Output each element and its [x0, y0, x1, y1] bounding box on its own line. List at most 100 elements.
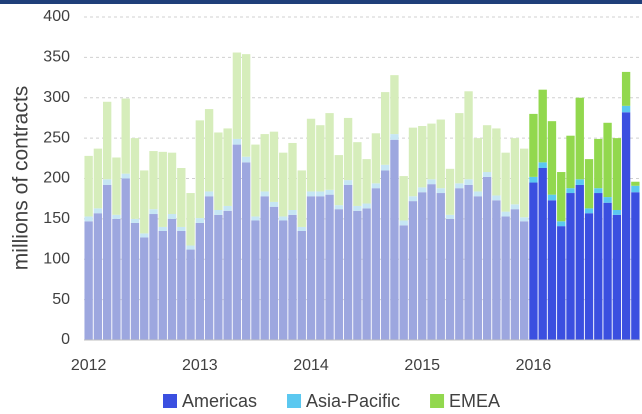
- bar-segment: [140, 237, 149, 340]
- bar-segment: [260, 191, 269, 197]
- bar-segment: [204, 191, 214, 197]
- bar-segment: [631, 192, 640, 340]
- bar-segment: [112, 218, 121, 340]
- bar-segment: [492, 128, 501, 196]
- bar-segment: [575, 179, 584, 185]
- y-tick-label: 150: [43, 210, 70, 227]
- bar-segment: [538, 162, 547, 169]
- bar-segment: [566, 135, 575, 189]
- bar-segment: [594, 193, 603, 340]
- bar-segment: [362, 208, 371, 340]
- bar-segment: [204, 196, 214, 340]
- x-tick-label: 2013: [182, 357, 218, 374]
- bar-segment: [93, 208, 103, 214]
- bar-segment: [232, 144, 242, 340]
- legend-swatch: [287, 394, 302, 408]
- bar-segment: [195, 222, 205, 340]
- bar-segment: [269, 201, 279, 207]
- bar-segment: [93, 148, 103, 209]
- legend-label: EMEA: [449, 391, 500, 411]
- bar-segment: [269, 131, 279, 202]
- bar-segment: [436, 193, 445, 340]
- legend-swatch: [430, 394, 445, 408]
- bar-segment: [130, 138, 140, 219]
- bar-segment: [575, 184, 584, 340]
- bar-segment: [529, 182, 538, 340]
- bar-segment: [519, 221, 529, 340]
- bar-segment: [501, 216, 510, 340]
- bar-segment: [603, 202, 612, 340]
- bar-segment: [547, 194, 557, 201]
- bar-segment: [279, 152, 288, 217]
- bar-segment: [399, 220, 408, 226]
- bar-segment: [529, 176, 538, 183]
- bar-segment: [343, 117, 353, 181]
- bar-segment: [418, 126, 427, 188]
- bar-segment: [343, 180, 353, 185]
- bar-segment: [399, 176, 408, 221]
- bar-segment: [427, 123, 436, 180]
- bar-segment: [232, 138, 242, 145]
- bar-segment: [186, 193, 195, 246]
- bar-segment: [93, 213, 103, 340]
- bar-segment: [269, 206, 279, 340]
- bar-segment: [112, 214, 121, 219]
- bar-segment: [260, 134, 269, 192]
- bar-segment: [251, 144, 260, 217]
- bar-segment: [241, 162, 251, 340]
- bar-segment: [501, 152, 510, 212]
- bar-segment: [492, 195, 501, 201]
- bar-segment: [297, 226, 306, 231]
- bar-segment: [371, 133, 381, 184]
- bar-segment: [223, 205, 232, 211]
- legend-swatch: [163, 394, 177, 408]
- bar-segment: [130, 222, 140, 340]
- bar-segment: [149, 209, 158, 215]
- bar-segment: [325, 113, 334, 190]
- bar-segment: [251, 216, 260, 221]
- y-tick-label: 250: [43, 129, 70, 146]
- bar-segment: [584, 213, 594, 340]
- bar-segment: [353, 142, 362, 206]
- bar-segment: [362, 203, 371, 209]
- bar-segment: [121, 98, 130, 174]
- bar-segment: [204, 109, 214, 192]
- bar-segment: [445, 168, 455, 215]
- bar-segment: [149, 151, 158, 210]
- bar-segment: [510, 138, 520, 205]
- bar-segment: [510, 204, 520, 210]
- bar-segment: [473, 196, 483, 340]
- bar-segment: [519, 148, 529, 218]
- bar-segment: [353, 210, 362, 340]
- bar-segment: [186, 249, 195, 340]
- bar-segment: [510, 209, 520, 340]
- bar-segment: [612, 214, 622, 340]
- bar-segment: [408, 127, 418, 197]
- bar-segment: [612, 138, 622, 210]
- bar-segment: [621, 71, 631, 106]
- bar-segment: [316, 191, 325, 197]
- bar-segment: [492, 200, 501, 340]
- bar-segment: [464, 184, 473, 340]
- bar-segment: [121, 173, 130, 179]
- bar-segment: [482, 125, 492, 173]
- bar-segment: [325, 189, 334, 195]
- bar-segment: [177, 226, 186, 231]
- bar-segment: [464, 179, 473, 185]
- bar-segment: [380, 170, 390, 340]
- bar-segment: [584, 159, 594, 209]
- y-axis-label: millions of contracts: [10, 86, 33, 270]
- bar-segment: [241, 156, 251, 163]
- bar-segment: [158, 151, 167, 227]
- bar-segment: [84, 216, 93, 222]
- x-tick-label: 2012: [71, 357, 107, 374]
- bar-segment: [380, 92, 390, 165]
- bar-segment: [353, 205, 362, 211]
- bar-segment: [464, 91, 473, 180]
- bar-segment: [306, 118, 316, 192]
- bar-segment: [501, 211, 510, 217]
- bar-segment: [186, 245, 195, 250]
- bar-segment: [214, 214, 223, 340]
- bar-segment: [538, 89, 547, 163]
- bar-segment: [149, 214, 158, 340]
